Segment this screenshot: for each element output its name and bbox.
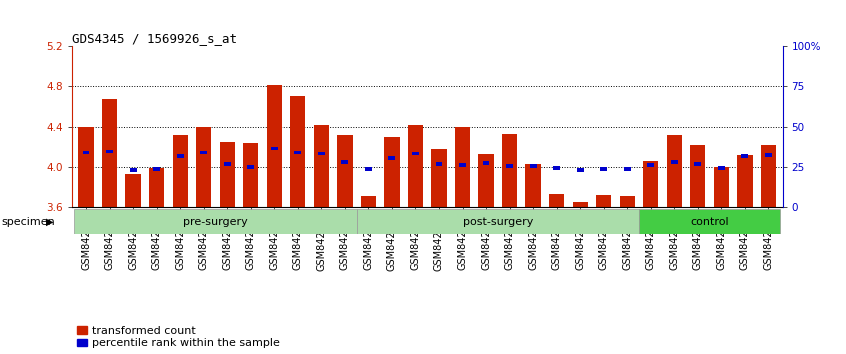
Bar <box>741 154 749 158</box>
Bar <box>601 167 607 171</box>
Bar <box>553 166 560 170</box>
Bar <box>436 162 442 166</box>
Bar <box>365 167 372 171</box>
Text: post-surgery: post-surgery <box>463 217 533 227</box>
Bar <box>455 126 470 207</box>
Bar <box>506 164 513 167</box>
Bar <box>201 151 207 154</box>
Bar <box>737 155 753 207</box>
Bar <box>408 125 423 207</box>
Bar <box>224 162 231 166</box>
Bar <box>357 209 639 234</box>
Bar <box>220 142 235 207</box>
Bar <box>761 145 776 207</box>
Legend: transformed count, percentile rank within the sample: transformed count, percentile rank withi… <box>78 326 280 348</box>
Bar <box>765 153 772 156</box>
Bar <box>718 166 725 170</box>
Text: control: control <box>690 217 729 227</box>
Bar <box>459 163 466 167</box>
Bar <box>412 152 419 155</box>
Bar <box>482 161 490 165</box>
Bar <box>243 143 258 207</box>
Bar <box>271 147 277 150</box>
Bar <box>247 165 254 169</box>
Bar <box>388 156 395 160</box>
Text: pre-surgery: pre-surgery <box>183 217 248 227</box>
Bar <box>549 194 564 207</box>
Bar <box>525 164 541 207</box>
Bar <box>690 145 706 207</box>
Bar <box>502 133 517 207</box>
Bar <box>530 164 536 167</box>
Bar <box>102 99 118 207</box>
Bar <box>79 126 94 207</box>
Bar <box>153 167 160 171</box>
Bar <box>619 196 634 207</box>
Bar <box>624 167 630 171</box>
Bar <box>173 135 188 207</box>
Text: specimen: specimen <box>2 217 56 227</box>
Bar <box>294 151 301 154</box>
Text: ▶: ▶ <box>46 217 53 227</box>
Bar <box>643 161 658 207</box>
Bar <box>149 168 164 207</box>
Bar <box>384 137 399 207</box>
Bar <box>639 209 780 234</box>
Bar <box>318 152 325 155</box>
Bar <box>106 150 113 154</box>
Bar <box>83 151 90 154</box>
Bar <box>695 162 701 166</box>
Bar <box>596 195 612 207</box>
Bar <box>431 149 447 207</box>
Bar <box>196 126 212 207</box>
Bar <box>577 168 584 172</box>
Bar <box>667 135 682 207</box>
Bar <box>314 125 329 207</box>
Text: GDS4345 / 1569926_s_at: GDS4345 / 1569926_s_at <box>72 32 237 45</box>
Bar <box>177 154 184 158</box>
Bar <box>478 154 494 207</box>
Bar <box>714 167 729 207</box>
Bar <box>129 168 136 172</box>
Bar <box>290 96 305 207</box>
Bar <box>338 135 353 207</box>
Bar <box>573 202 588 207</box>
Bar <box>647 163 654 167</box>
Bar <box>74 209 357 234</box>
Bar <box>360 196 376 207</box>
Bar <box>671 160 678 164</box>
Bar <box>266 85 282 207</box>
Bar <box>342 160 349 164</box>
Bar <box>125 174 140 207</box>
